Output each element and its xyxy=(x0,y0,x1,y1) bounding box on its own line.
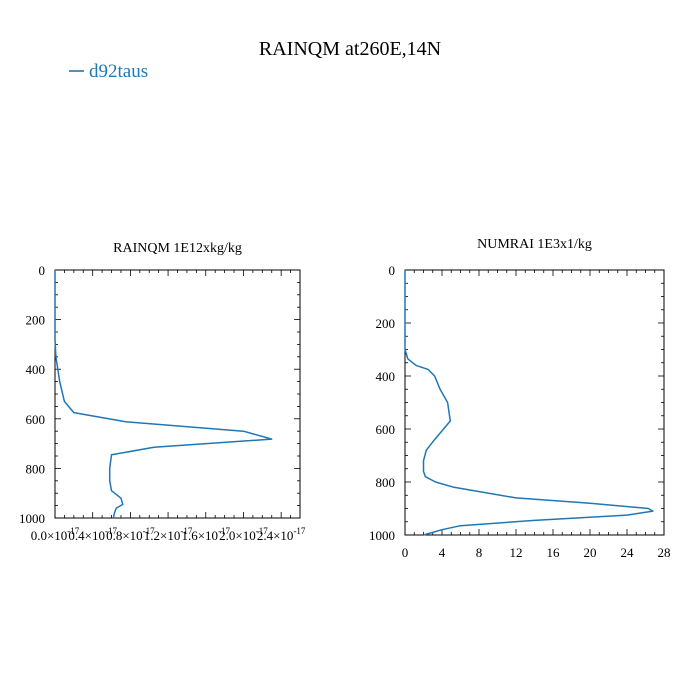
series-line xyxy=(404,270,654,536)
x-tick-label: 12 xyxy=(510,545,523,560)
y-tick-label: 400 xyxy=(26,362,46,377)
y-tick-label: 1000 xyxy=(19,511,45,526)
x-tick-label: 0 xyxy=(402,545,409,560)
panel-title: RAINQM 1E12xkg/kg xyxy=(113,241,242,256)
y-tick-label: 800 xyxy=(26,461,46,476)
panel-title: NUMRAI 1E3x1/kg xyxy=(477,237,592,252)
y-tick-label: 400 xyxy=(376,369,396,384)
y-tick-label: 0 xyxy=(39,263,46,278)
x-tick-label: 4 xyxy=(439,545,446,560)
numrai-panel: NUMRAI 1E3x1/kg 0 200 400 600 800 1000 0 4 8 12 16 2… xyxy=(369,237,671,560)
figure-title: RAINQM at260E,14N xyxy=(259,38,441,60)
plot-frame xyxy=(54,269,301,519)
x-tick-label: 28 xyxy=(658,545,671,560)
y-tick-label: 200 xyxy=(26,313,46,328)
rainqm-panel: RAINQM 1E12xkg/kg020040060080010000.0×10… xyxy=(19,241,306,543)
y-tick-label: 600 xyxy=(376,422,396,437)
plot-frame xyxy=(404,269,665,536)
x-tick-label: 20 xyxy=(584,545,597,560)
y-tick-label: 200 xyxy=(376,316,396,331)
x-tick-label: 16 xyxy=(547,545,561,560)
series-line xyxy=(54,270,273,519)
x-tick-label: 24 xyxy=(621,545,635,560)
y-tick-label: 1000 xyxy=(369,528,395,543)
y-tick-label: 0 xyxy=(389,263,396,278)
x-tick-label: 2.4×10-17 xyxy=(257,526,306,543)
y-tick-label: 800 xyxy=(376,475,396,490)
legend-label: d92taus xyxy=(89,61,148,82)
x-tick-label: 8 xyxy=(476,545,483,560)
y-tick-label: 600 xyxy=(26,412,46,427)
legend: d92taus xyxy=(69,61,148,82)
